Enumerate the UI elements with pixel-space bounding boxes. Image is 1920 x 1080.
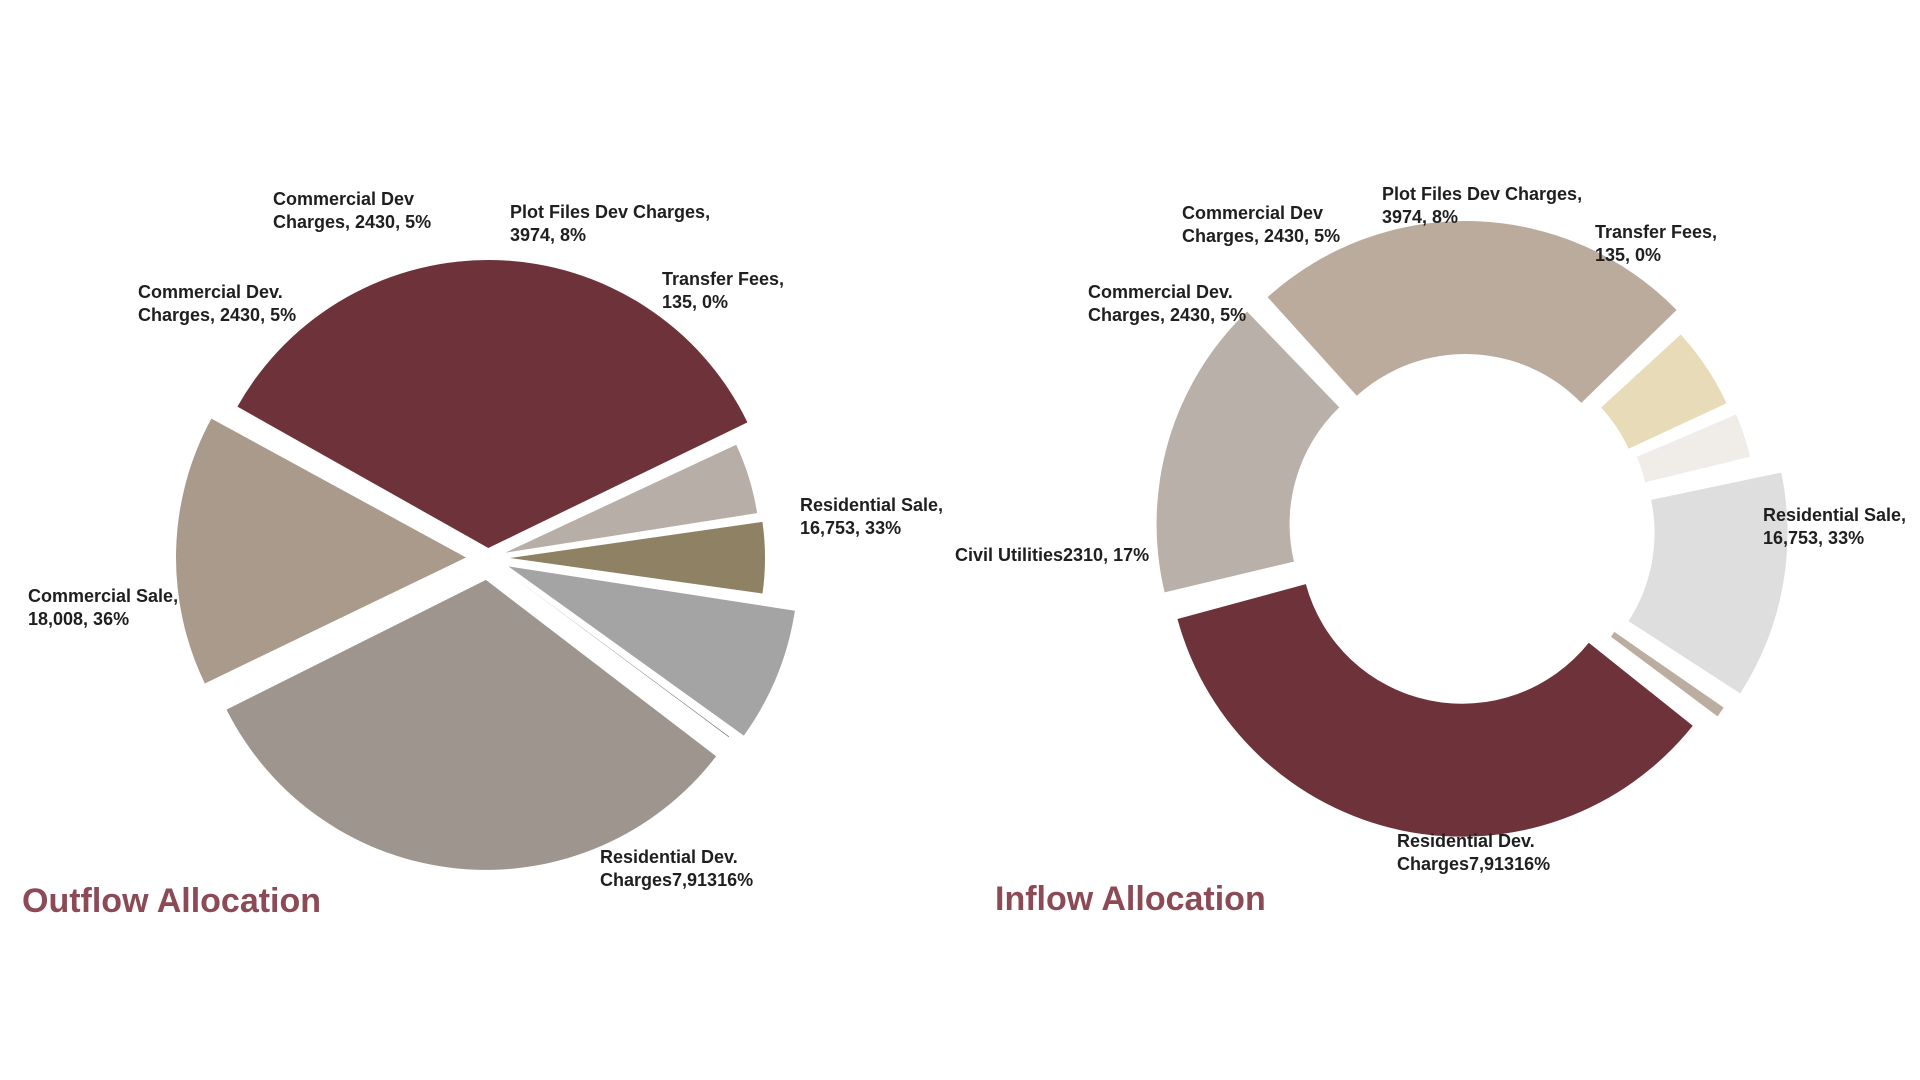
slice-label: Charges, 2430, 5% bbox=[138, 305, 296, 325]
slice-label: Charges, 2430, 5% bbox=[1182, 226, 1340, 246]
slice-transfer-fees bbox=[1610, 631, 1724, 717]
slice-commercial-dev-charges bbox=[510, 521, 765, 594]
slice-label: Civil Utilities2310, 17% bbox=[955, 545, 1149, 565]
slice-label: Commercial Dev bbox=[1182, 203, 1323, 223]
slice-label: Charges7,91316% bbox=[1397, 854, 1550, 874]
slice-label: Charges, 2430, 5% bbox=[273, 212, 431, 232]
slice-label: Residential Dev. bbox=[1397, 831, 1535, 851]
slice-commercial-dev-charges bbox=[505, 444, 758, 553]
slice-label: Residential Dev. bbox=[600, 847, 738, 867]
slice-transfer-fees bbox=[510, 574, 730, 738]
inflow-labels: Civil Utilities2310, 17% Commercial Dev. C… bbox=[955, 184, 1906, 874]
slice-label: Transfer Fees, bbox=[1595, 222, 1717, 242]
outflow-slices bbox=[176, 260, 795, 870]
slice-label: Commercial Dev. bbox=[1088, 282, 1233, 302]
slice-label: 18,008, 36% bbox=[28, 609, 129, 629]
slice-label: 135, 0% bbox=[1595, 245, 1661, 265]
slice-plot-files-dev-charges bbox=[508, 566, 795, 736]
slice-label: 135, 0% bbox=[662, 292, 728, 312]
slice-commercial-dev-charges bbox=[1601, 334, 1727, 449]
slice-label: Residential Sale, bbox=[800, 495, 943, 515]
slice-residential-sale bbox=[1177, 584, 1693, 837]
slice-label: Charges7,91316% bbox=[600, 870, 753, 890]
slice-label: Commercial Sale, bbox=[28, 586, 178, 606]
slice-label: Charges, 2430, 5% bbox=[1088, 305, 1246, 325]
slice-label: 3974, 8% bbox=[1382, 207, 1458, 227]
slice-residential-dev-charges bbox=[1156, 311, 1340, 593]
outflow-labels: Commercial Sale, 18,008, 36% Commercial De… bbox=[28, 189, 943, 890]
outflow-chart-title: Outflow Allocation bbox=[22, 882, 321, 920]
slice-plot-files-dev-charges bbox=[1628, 472, 1788, 694]
outflow-pie-chart: Commercial Sale, 18,008, 36% Commercial De… bbox=[22, 189, 943, 920]
slice-label: Transfer Fees, bbox=[662, 269, 784, 289]
slice-label: 16,753, 33% bbox=[1763, 528, 1864, 548]
inflow-slices bbox=[1156, 221, 1788, 837]
slice-label: Plot Files Dev Charges, bbox=[1382, 184, 1582, 204]
slice-label: Commercial Dev bbox=[273, 189, 414, 209]
inflow-chart-title: Inflow Allocation bbox=[995, 880, 1266, 918]
slice-label: 16,753, 33% bbox=[800, 518, 901, 538]
slice-civil-utilities bbox=[1267, 221, 1677, 403]
slice-commercial-sale bbox=[237, 260, 748, 549]
slice-residential-sale bbox=[226, 579, 717, 870]
slice-label: Commercial Dev. bbox=[138, 282, 283, 302]
slice-commercial-dev-charges bbox=[1636, 414, 1751, 483]
slice-label: Plot Files Dev Charges, bbox=[510, 202, 710, 222]
inflow-donut-chart: Civil Utilities2310, 17% Commercial Dev. C… bbox=[955, 184, 1906, 918]
slice-label: Residential Sale, bbox=[1763, 505, 1906, 525]
slice-residential-dev-charges bbox=[176, 418, 467, 684]
slice-label: 3974, 8% bbox=[510, 225, 586, 245]
